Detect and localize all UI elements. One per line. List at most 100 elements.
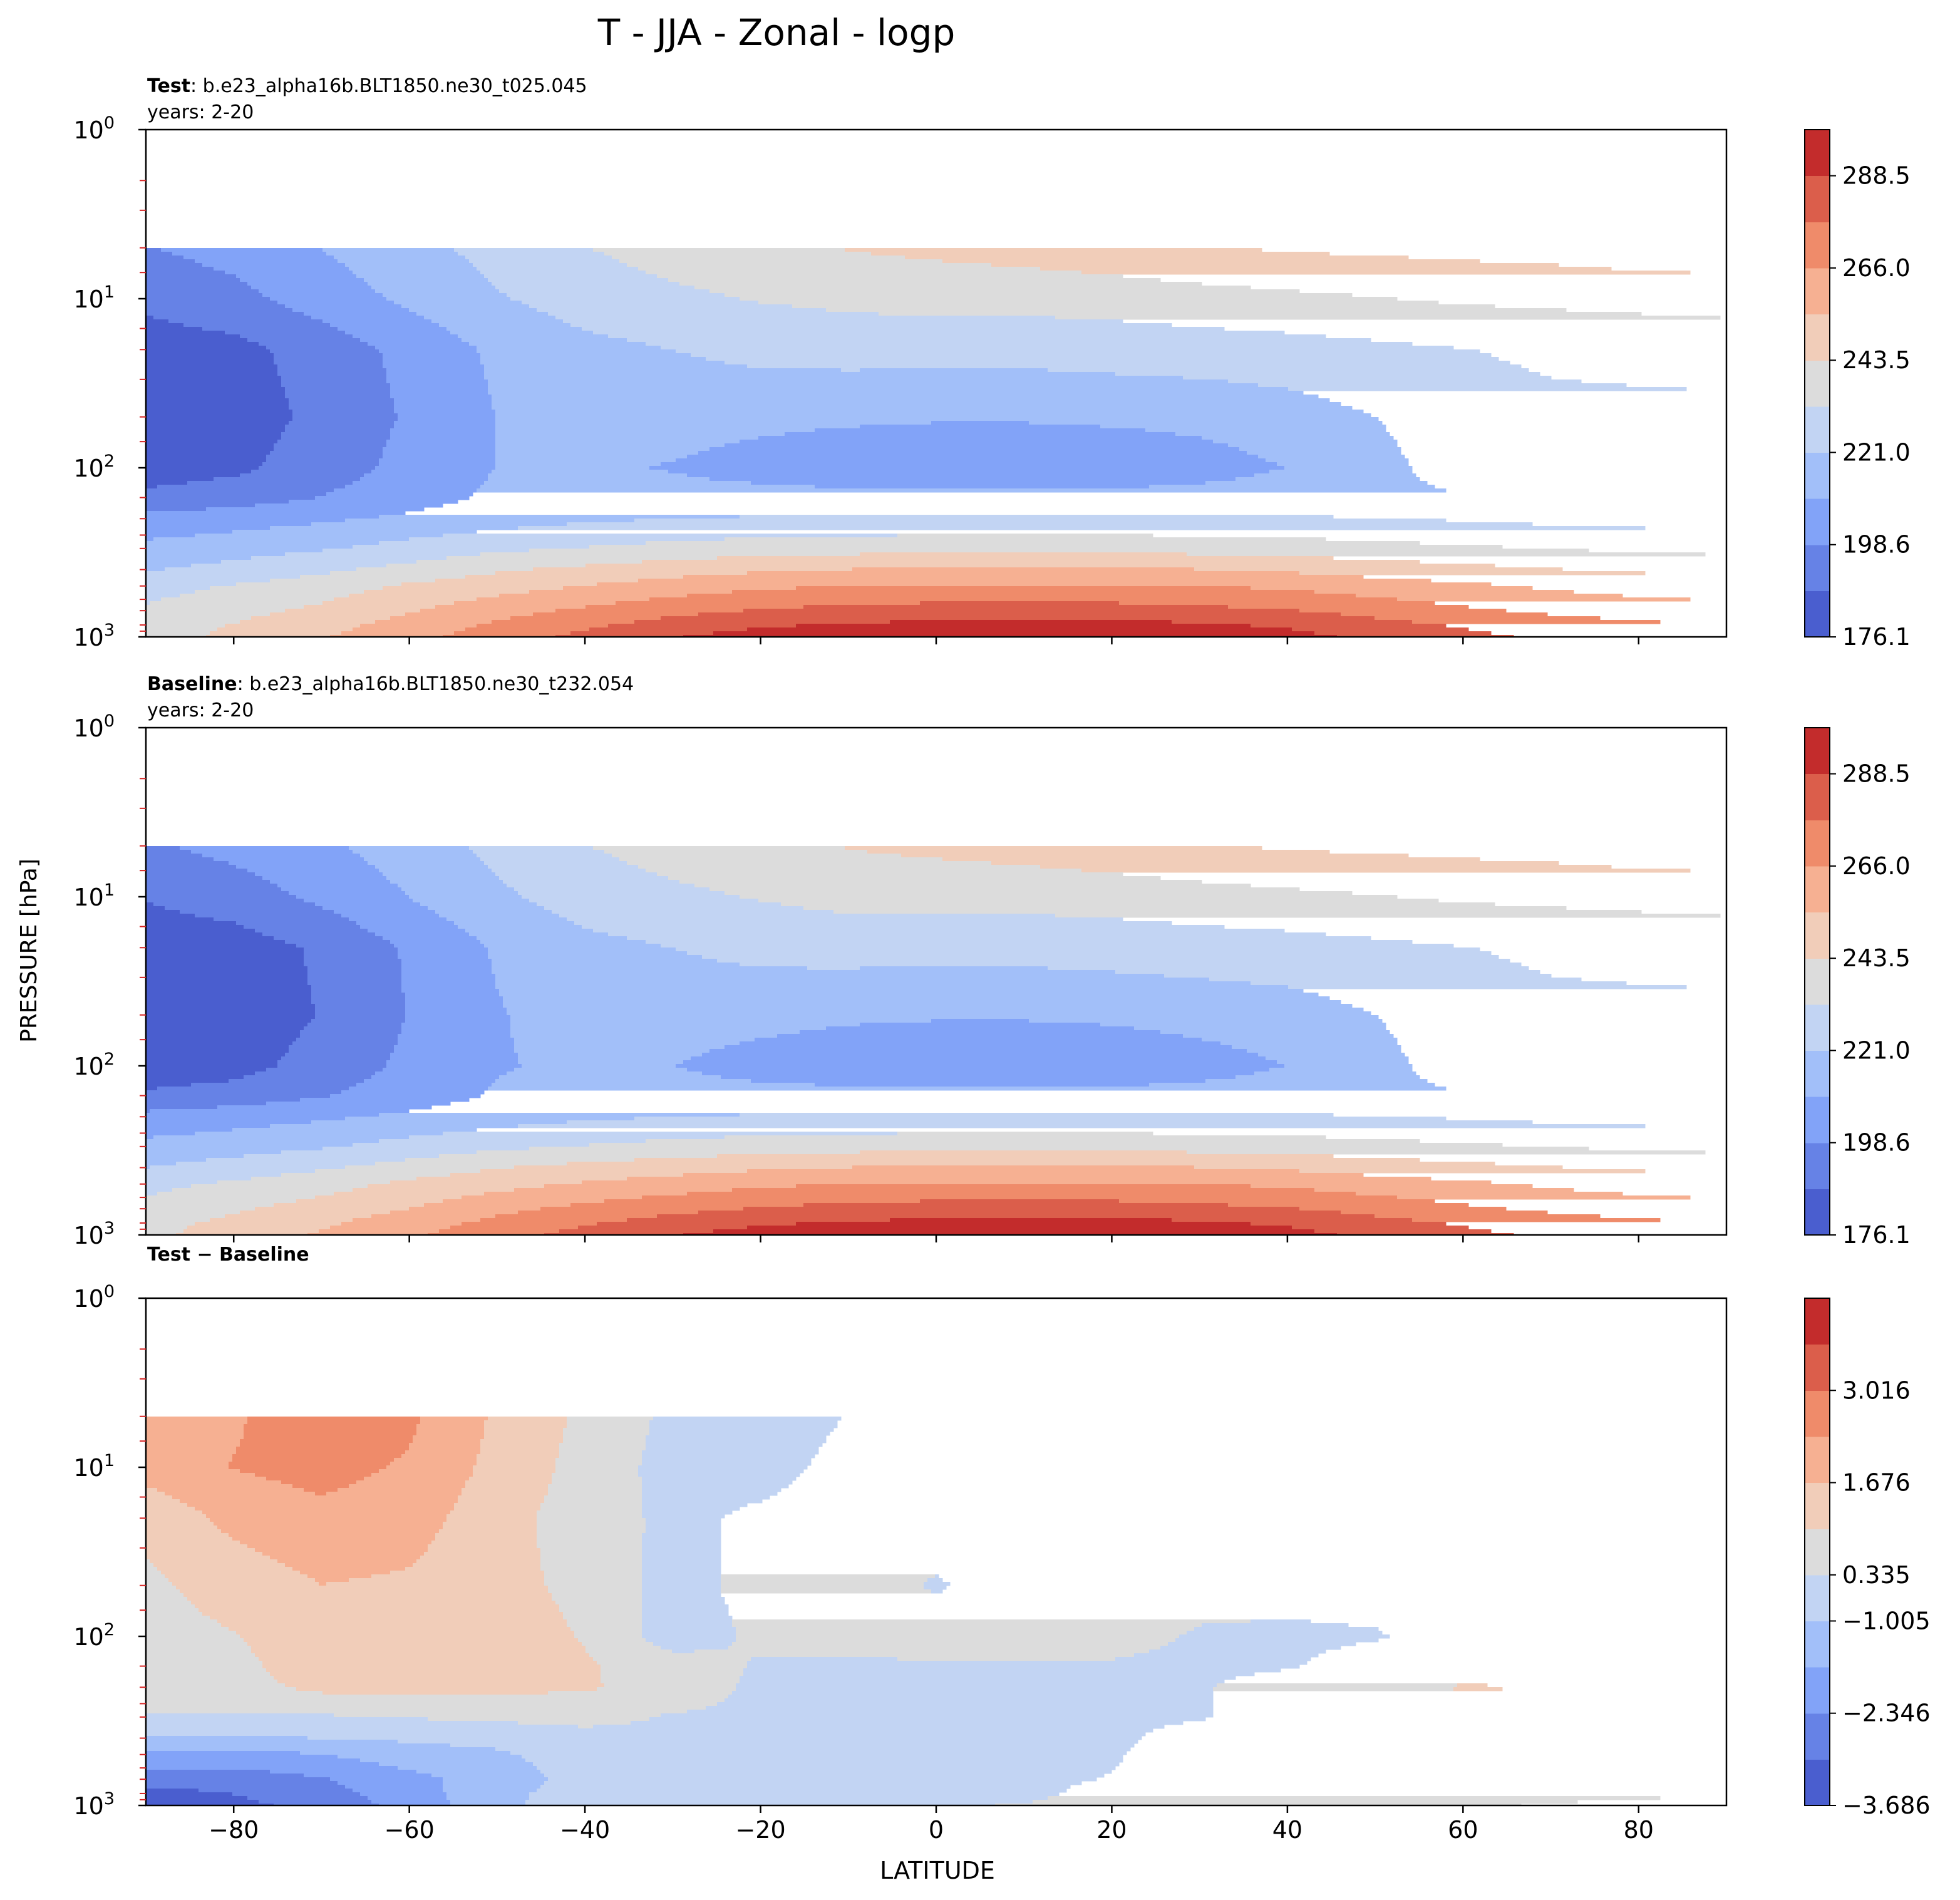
contour-band [146,1725,579,1729]
contour-band [214,857,364,862]
contour-band [146,526,271,530]
contour-band [353,850,473,854]
contour-band [1314,1188,1574,1192]
contour-band [262,932,376,937]
contour-band [161,248,323,252]
contour-band [285,428,391,433]
contour-band [510,1030,800,1035]
contour-band [544,1571,642,1575]
contour-band [232,1128,477,1132]
contour-band [292,1041,398,1046]
contour-band [687,473,1255,478]
contour-band [488,951,688,956]
contour-band [642,1597,725,1601]
contour-band [146,1721,518,1725]
contour-band [285,940,391,944]
contour-band [146,1495,173,1500]
contour-band [555,316,1056,320]
contour-band [285,304,402,309]
contour-band [157,1087,349,1091]
contour-band [495,571,748,576]
contour-band [488,1087,1447,1091]
contour-band [495,436,759,440]
contour-band [458,252,605,256]
contour-band [345,485,481,489]
colorbar-swatch [1805,1436,1830,1484]
contour-band [240,1439,413,1443]
contour-band [740,297,1398,301]
contour-band [777,1034,1184,1038]
contour-band [709,887,1300,892]
y-tick-exp: 3 [104,621,115,640]
contour-band [563,1616,642,1620]
contour-band [255,1548,428,1552]
contour-band [394,1045,515,1050]
contour-band [728,1646,1161,1650]
contour-band [401,989,500,993]
contour-band [1115,372,1540,376]
contour-band [544,1499,642,1504]
panel-title-rest: : b.e23_alpha16b.BLT1850.ne30_t232.054 [237,673,634,695]
contour-band [409,1447,481,1451]
contour-band [416,1428,485,1432]
contour-band [146,1083,192,1087]
contour-band [146,575,301,579]
contour-band [416,1559,541,1564]
contour-band [146,1030,301,1035]
contour-band [420,1417,488,1421]
contour-band [1247,451,1401,455]
contour-band [428,1717,650,1722]
contour-band [146,1004,316,1008]
contour-band [150,1559,278,1564]
contour-band [334,597,477,602]
contour-band [146,1601,192,1605]
contour-band [608,334,1326,339]
contour-band [285,391,391,395]
contour-band [698,1211,1341,1215]
contour-band [394,1049,515,1053]
contour-band [428,1548,541,1552]
contour-band [454,1507,541,1511]
contour-band [751,1079,1206,1083]
contour-band [450,1226,579,1230]
contour-band [642,1484,789,1489]
contour-band [229,1462,391,1466]
contour-band [1228,1203,1469,1207]
contour-band [431,1541,537,1545]
contour-band [446,1796,530,1800]
contour-band [446,1792,530,1797]
contour-band [165,1492,316,1496]
contour-band [386,376,485,380]
contour-band [555,609,744,613]
contour-band [450,1510,537,1515]
contour-band [255,503,443,508]
contour-band [1202,1038,1398,1042]
contour-band [495,447,710,452]
contour-band [492,470,669,474]
contour-band [514,1188,733,1192]
contour-band [146,914,195,918]
contour-band [277,368,387,373]
colorbar-tick-label: 176.1 [1842,1221,1911,1249]
contour-band [642,1619,733,1624]
contour-band [398,947,488,952]
contour-band [285,1683,605,1688]
contour-band [296,1199,443,1204]
contour-band [146,248,162,252]
contour-band [405,1019,511,1023]
contour-band [443,1781,545,1785]
contour-band [405,612,534,617]
contour-band [398,1766,537,1770]
contour-band [146,1109,150,1113]
contour-band [492,1083,815,1087]
contour-band [1232,1045,1401,1050]
contour-band [259,1800,372,1804]
contour-band [379,515,740,519]
contour-band [443,1522,537,1526]
colorbar-tick-label: 243.5 [1842,346,1911,374]
contour-band [563,319,1123,324]
contour-band [146,1514,207,1519]
contour-band [281,432,391,436]
contour-band [503,880,680,884]
contour-band [172,1188,353,1192]
